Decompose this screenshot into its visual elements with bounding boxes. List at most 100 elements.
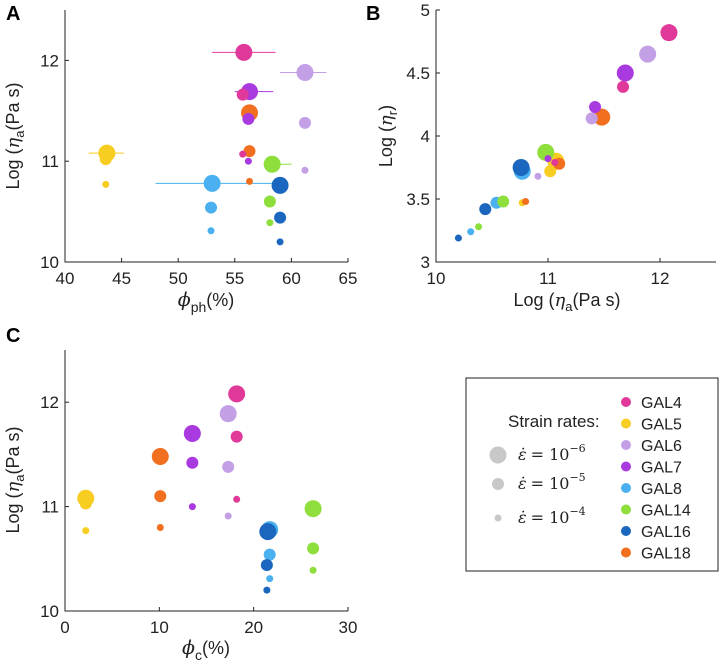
panel-b-ylabel-close: ) — [376, 105, 396, 111]
panel-b-xtick-label: 12 — [651, 269, 670, 288]
panel-a-xtick-label: 50 — [169, 269, 188, 288]
legend-rate-2-exp: −5 — [569, 471, 585, 484]
panel-a-ticks: 40 45 50 55 60 65 10 11 12 — [40, 51, 357, 288]
legend-rate-2-prefix: = 10 — [531, 474, 570, 493]
panel-b-ytick-label: 4 — [421, 127, 430, 146]
point-gal6-large — [219, 405, 237, 423]
point-gal7-medium — [242, 112, 255, 125]
legend-rate-1: ε̇ = 10−6 — [518, 442, 586, 464]
point-gal16-medium — [274, 211, 287, 224]
panel-a-ylabel-sub: a — [12, 130, 27, 138]
point-gal4-small — [233, 495, 241, 503]
panel-b-xlabel: Log (ηa(Pa s) — [513, 290, 620, 314]
legend-label-gal8: GAL8 — [641, 481, 682, 498]
point-gal18-small — [246, 177, 254, 185]
point-gal14-medium — [263, 195, 276, 208]
panel-a-xtick-label: 65 — [339, 269, 358, 288]
panel-c-ylabel-sub: a — [12, 474, 27, 482]
point-gal8-small — [467, 228, 475, 236]
panel-c-xtick-label: 30 — [339, 618, 358, 637]
panel-b-xlabel-pre: Log ( — [513, 290, 554, 310]
legend-rate-symbol: ε̇ — [518, 474, 527, 493]
panel-c-label: C — [6, 325, 20, 347]
point-gal4-large — [660, 24, 678, 42]
point-gal6-medium — [298, 116, 311, 129]
panel-b-ylabel-sub: r — [385, 110, 400, 115]
point-gal14-medium — [307, 542, 320, 555]
point-gal16-medium — [260, 559, 273, 572]
panel-b-xlabel-symbol: η — [554, 290, 565, 311]
point-gal18-large — [593, 108, 611, 126]
legend-rate-symbol: ε̇ — [518, 508, 527, 527]
legend-rate-3: ε̇ = 10−4 — [518, 505, 586, 527]
panel-a-ylabel-pre: Log ( — [3, 149, 23, 190]
legend-label-gal16: GAL16 — [641, 524, 691, 541]
panel-a-xlabel: ϕph(%) — [178, 289, 235, 315]
panel-a-ytick-label: 10 — [40, 253, 59, 272]
panel-b-ytick-label: 4.5 — [406, 64, 430, 83]
legend-swatch-gal4 — [621, 397, 631, 407]
point-gal16-small — [454, 234, 462, 242]
panel-b-ylabel-pre: Log ( — [376, 126, 396, 167]
point-gal8-medium — [263, 548, 276, 561]
legend-marker-large — [489, 446, 507, 464]
panel-a-axes — [64, 10, 348, 263]
panel-b-plot-area — [454, 24, 678, 242]
legend: Strain rates: ε̇ = 10−6 ε̇ = 10−5 ε̇ = 10−4… — [465, 377, 719, 572]
point-gal16-small — [276, 238, 284, 246]
panel-c-xlabel-unit: (%) — [202, 638, 230, 658]
panel-c-ylabel-symbol: η — [3, 482, 24, 493]
point-gal14-small — [309, 566, 317, 574]
panel-c-ytick-label: 11 — [41, 498, 59, 517]
point-gal7-small — [544, 155, 552, 163]
panel-b-ticks: 10 11 12 3 3.5 4 4.5 5 — [406, 1, 669, 288]
panel-b-xlabel-sub: a — [565, 299, 573, 314]
panel-a-ytick-label: 11 — [41, 152, 59, 171]
panel-c-plot-area — [77, 385, 322, 594]
point-gal4-small — [551, 158, 559, 166]
panel-c-ylabel: Log (ηa(Pa s) — [3, 426, 27, 533]
panel-a-plot-area — [88, 43, 327, 246]
legend-sample-list: GAL4 GAL5 GAL6 GAL7 GAL8 GAL14 GAL16 GAL18 — [621, 395, 691, 563]
point-gal14-medium — [497, 195, 510, 208]
legend-swatch-gal18 — [621, 547, 631, 558]
panel-c-xtick-label: 0 — [60, 618, 69, 637]
panel-a-xlabel-unit: (%) — [206, 290, 234, 310]
point-gal5-small — [82, 527, 90, 535]
panel-c-xtick-label: 20 — [244, 618, 263, 637]
point-gal18-large — [151, 447, 169, 465]
legend-rate-2: ε̇ = 10−5 — [518, 471, 586, 493]
panel-b-xtick-label: 10 — [427, 269, 446, 288]
point-gal8-medium — [205, 201, 218, 214]
panel-c-ylabel-pre: Log ( — [3, 493, 23, 534]
legend-title: Strain rates: — [508, 412, 600, 431]
point-gal14-small — [475, 223, 483, 231]
panel-a-ylabel-symbol: η — [3, 138, 24, 149]
panel-a-xtick-label: 60 — [282, 269, 301, 288]
point-gal16-large — [271, 176, 289, 194]
panel-a-xlabel-sub: ph — [191, 299, 207, 315]
point-gal6-large — [296, 63, 314, 81]
point-gal5-medium — [79, 497, 92, 510]
point-gal4-medium — [230, 430, 243, 443]
panel-a-ylabel: Log (ηa(Pa s) — [3, 82, 27, 189]
panel-c-ytick-label: 12 — [40, 393, 59, 412]
panel-b-ytick-label: 3 — [421, 253, 430, 272]
legend-label-gal18: GAL18 — [641, 546, 691, 563]
panel-b-ytick-label: 3.5 — [406, 190, 430, 209]
point-gal7-small — [188, 503, 196, 511]
point-gal7-large — [616, 64, 634, 82]
panel-c-xlabel-symbol: ϕ — [182, 637, 195, 659]
point-gal4-small — [239, 150, 247, 158]
panel-c-xlabel: ϕc(%) — [182, 637, 230, 663]
legend-swatch-gal7 — [621, 461, 631, 472]
legend-marker-medium — [492, 478, 504, 490]
point-gal6-medium — [585, 112, 598, 125]
point-gal14-large — [304, 500, 322, 518]
legend-label-gal4: GAL4 — [641, 395, 682, 412]
panel-c-ytick-label: 10 — [40, 602, 59, 621]
point-gal18-medium — [154, 490, 167, 503]
panel-c-ylabel-unit: (Pa s) — [3, 426, 23, 474]
